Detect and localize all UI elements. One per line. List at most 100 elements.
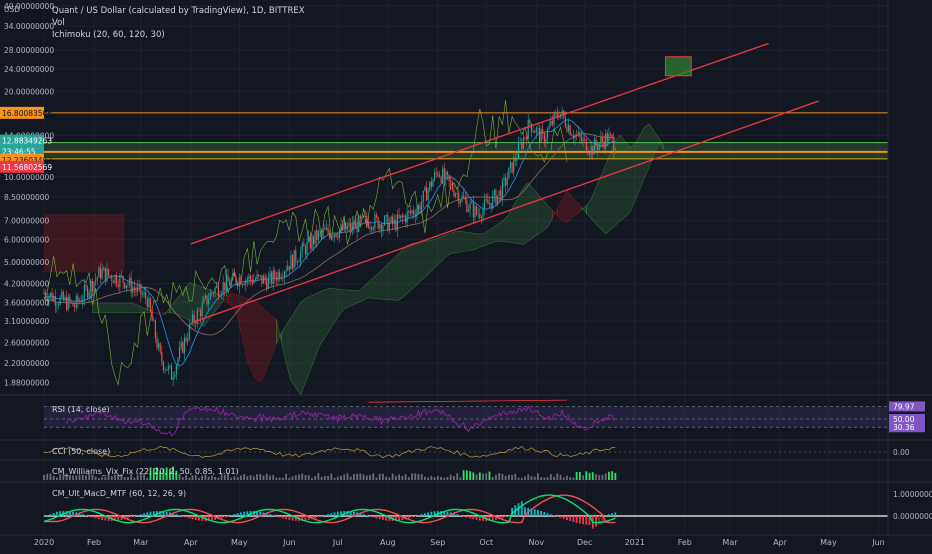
macd-histogram-bar [511, 507, 513, 516]
rsi-line [66, 405, 616, 437]
candle-body [133, 287, 135, 290]
vix-bar [382, 473, 384, 480]
macd-histogram-bar [201, 516, 204, 521]
rsi-value-badge [889, 401, 925, 412]
candle-body [435, 172, 437, 174]
vix-bar [591, 472, 594, 480]
candle-body [511, 162, 513, 173]
candle-body [317, 230, 319, 241]
candle-body [83, 285, 85, 300]
ichimoku-legend: Ichimoku (20, 60, 120, 30) [52, 30, 165, 40]
macd-histogram-bar [139, 514, 142, 516]
macd-histogram-bar [304, 516, 307, 521]
candle-body [99, 267, 102, 279]
macd-histogram-bar [72, 511, 74, 516]
vix-bar [388, 477, 391, 480]
candle-body [335, 234, 337, 237]
candle-body [67, 296, 69, 310]
vix-bar [443, 477, 446, 480]
candle-body [243, 284, 245, 286]
time-tick-label: May [231, 538, 248, 547]
vix-bar [469, 471, 472, 480]
candle-body [159, 343, 161, 353]
candle-body [275, 277, 277, 281]
macd-histogram-bar [598, 516, 601, 525]
macd-histogram-bar [97, 516, 100, 520]
candle-body [597, 145, 599, 150]
macd-histogram-bar [349, 511, 352, 516]
vix-bar [114, 474, 116, 480]
macd-value-label: 1.00000000 [893, 490, 932, 499]
vix-bar [81, 474, 84, 480]
macd-histogram-bar [107, 516, 110, 521]
candle-body [401, 215, 403, 218]
vix-bar [162, 468, 165, 480]
vix-bar [411, 473, 413, 480]
price-badge-label: 16.80083566 [2, 109, 52, 118]
macd-histogram-bar [588, 516, 591, 526]
macd-histogram-bar [469, 516, 472, 519]
vix-bar [281, 477, 284, 480]
vix-bar [566, 475, 568, 480]
macd-histogram-bar [265, 513, 268, 516]
time-tick-label: Sep [430, 538, 445, 547]
vix-bar [323, 475, 326, 480]
candle-body [592, 146, 594, 155]
candle-body [472, 202, 474, 218]
price-badge-label: 23:46:55 [2, 148, 36, 157]
macd-histogram-bar [369, 516, 371, 517]
vix-bar [511, 474, 513, 480]
candle-body [246, 279, 248, 281]
candle-body [343, 222, 345, 231]
candle-body [111, 275, 113, 281]
candle-body [495, 190, 497, 205]
ichimoku-cloud [556, 190, 582, 224]
candle-body [164, 369, 166, 371]
candle-body [182, 342, 184, 353]
vix-bar [85, 475, 87, 480]
vix-bar [495, 474, 497, 480]
candle-body [566, 126, 568, 132]
vix-bar [556, 473, 559, 480]
macd-histogram-bar [427, 512, 430, 516]
candle-body [395, 219, 397, 231]
macd-histogram-bar [227, 516, 229, 517]
candle-body [540, 129, 542, 143]
candle-body [445, 171, 447, 179]
candle-body [601, 137, 604, 142]
macd-line [43, 494, 616, 524]
macd-histogram-bar [136, 515, 139, 516]
candle-body [422, 190, 424, 202]
macd-histogram-bar [320, 516, 323, 517]
vix-bar [504, 475, 507, 480]
macd-histogram-bar [440, 511, 442, 516]
candle-body [537, 128, 539, 129]
macd-histogram-bar [394, 516, 397, 521]
macd-histogram-bar [291, 516, 294, 521]
vix-bar [436, 475, 439, 480]
candle-body [535, 128, 537, 133]
candle-body [346, 226, 349, 230]
candle-body [43, 292, 45, 294]
macd-histogram-bar [585, 516, 588, 525]
candle-body [304, 246, 307, 255]
candle-body [206, 295, 208, 305]
vix-bar [117, 474, 120, 480]
candle-body [404, 216, 407, 223]
vix-bar [369, 475, 371, 480]
candle-body [514, 157, 516, 161]
vix-bar [349, 476, 352, 480]
candle-body [219, 295, 221, 297]
candle-body [266, 280, 268, 289]
chart-title: Quant / US Dollar (calculated by Trading… [52, 6, 305, 16]
candle-body [553, 112, 555, 125]
candle-body [225, 275, 227, 291]
macd-histogram-bar [443, 511, 446, 516]
macd-histogram-bar [191, 516, 194, 520]
macd-histogram-bar [194, 516, 197, 520]
candle-body [170, 365, 173, 380]
candle-body [429, 181, 431, 190]
candle-body [364, 215, 366, 218]
